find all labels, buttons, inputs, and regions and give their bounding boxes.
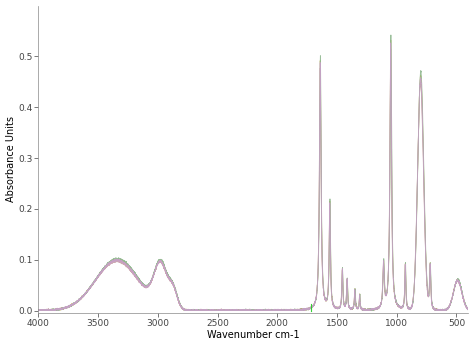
X-axis label: Wavenumber cm-1: Wavenumber cm-1 [207,330,300,340]
Y-axis label: Absorbance Units: Absorbance Units [6,116,16,202]
